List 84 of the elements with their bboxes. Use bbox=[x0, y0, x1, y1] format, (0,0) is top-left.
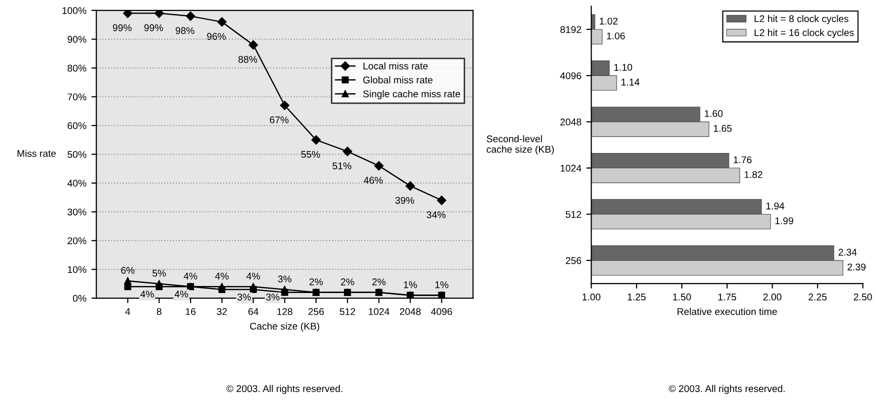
x-tick-label: 32 bbox=[216, 308, 227, 316]
data-label: 96% bbox=[207, 32, 226, 40]
data-label: 55% bbox=[301, 150, 320, 158]
data-label: 1.06 bbox=[607, 32, 625, 40]
y-tick-label: 256 bbox=[566, 257, 582, 264]
x-tick-label: 2048 bbox=[400, 308, 421, 316]
x-tick-label: 1.50 bbox=[673, 294, 691, 300]
x-tick-label: 8 bbox=[156, 308, 162, 316]
x-tick-label: 16 bbox=[186, 308, 196, 316]
data-label: 39% bbox=[395, 196, 414, 204]
data-label: 1.14 bbox=[622, 78, 640, 86]
y-axis-title: Miss rate bbox=[18, 150, 56, 157]
data-label: 1.10 bbox=[614, 64, 632, 71]
data-label: 3% bbox=[266, 294, 280, 300]
text: © 2003. All rights reserved. bbox=[668, 384, 785, 394]
data-label: 67% bbox=[270, 116, 289, 124]
data-label: 3% bbox=[278, 276, 292, 282]
y-tick-label: 60% bbox=[68, 122, 86, 130]
data-label: 88% bbox=[238, 56, 258, 63]
x-tick-label: 1024 bbox=[368, 308, 390, 316]
data-label: 1.60 bbox=[704, 110, 723, 118]
data-label: 1% bbox=[435, 281, 448, 288]
y-tick-label: 4096 bbox=[560, 72, 582, 80]
y-tick-label: 10% bbox=[68, 266, 86, 273]
text: © 2003. All rights reserved. bbox=[226, 384, 342, 394]
y-tick-label: 50% bbox=[68, 151, 86, 158]
x-tick-label: 64 bbox=[248, 308, 258, 316]
data-label: 99% bbox=[144, 24, 163, 32]
data-label: 4% bbox=[184, 272, 198, 280]
y-tick-label: 70% bbox=[68, 93, 86, 100]
x-tick-label: 2.00 bbox=[763, 294, 782, 300]
data-label: 1.02 bbox=[600, 18, 618, 25]
legend-label: Local miss rate bbox=[364, 62, 428, 70]
x-tick-label: 512 bbox=[340, 308, 356, 316]
data-label: 2% bbox=[340, 278, 354, 286]
data-label: 1% bbox=[404, 281, 417, 288]
legend-label: L2 hit = 8 clock cycles bbox=[754, 15, 848, 24]
y-tick-label: 0% bbox=[72, 294, 86, 302]
x-axis-title: Cache size (KB) bbox=[250, 322, 320, 332]
data-label: 51% bbox=[332, 162, 352, 170]
data-label: 6% bbox=[121, 266, 134, 274]
data-label: 4% bbox=[140, 290, 154, 298]
data-label: 34% bbox=[426, 211, 446, 218]
x-tick-label: 1.25 bbox=[628, 294, 646, 300]
data-label: 2.34 bbox=[838, 248, 857, 256]
y-tick-label: 1024 bbox=[560, 164, 582, 172]
data-label: 2% bbox=[372, 278, 386, 286]
y-tick-label: 90% bbox=[68, 36, 86, 43]
x-tick-label: 256 bbox=[308, 308, 324, 316]
x-tick-label: 1.75 bbox=[718, 294, 736, 300]
data-label: 1.76 bbox=[734, 156, 752, 164]
data-label: 4% bbox=[215, 272, 229, 280]
data-label: 3% bbox=[237, 294, 251, 300]
x-axis-title: Relative execution time bbox=[678, 308, 777, 316]
y-tick-label: 20% bbox=[68, 237, 86, 244]
data-label: 4% bbox=[246, 272, 260, 280]
x-tick-label: 2.25 bbox=[808, 294, 827, 300]
legend-label: L2 hit = 16 clock cycles bbox=[754, 28, 854, 38]
y-tick-label: 8192 bbox=[560, 26, 582, 33]
data-label: 2% bbox=[310, 278, 323, 286]
data-label: 1.99 bbox=[775, 217, 794, 224]
data-label: 1.94 bbox=[766, 202, 784, 210]
data-label: 46% bbox=[364, 176, 383, 184]
x-tick-label: 2.50 bbox=[854, 294, 872, 300]
y-tick-label: 2048 bbox=[560, 118, 582, 126]
x-tick-label: 4 bbox=[125, 308, 130, 315]
data-label: 2.39 bbox=[848, 264, 866, 270]
y-tick-label: 512 bbox=[566, 210, 582, 218]
x-tick-label: 128 bbox=[277, 308, 292, 316]
data-label: 98% bbox=[176, 27, 194, 34]
y-tick-label: 80% bbox=[68, 64, 86, 72]
legend-label: Single cache miss rate bbox=[363, 90, 460, 100]
data-label: 4% bbox=[174, 290, 188, 298]
legend-label: Global miss rate bbox=[363, 76, 433, 84]
y-tick-label: 40% bbox=[67, 180, 86, 187]
data-label: 99% bbox=[112, 24, 132, 32]
x-tick-label: 4096 bbox=[431, 308, 452, 316]
y-axis-title: Second-level cache size (KB) bbox=[486, 135, 554, 155]
data-label: 1.65 bbox=[714, 124, 732, 132]
y-tick-label: 100% bbox=[62, 7, 86, 14]
data-label: 5% bbox=[152, 270, 166, 277]
data-label: 1.82 bbox=[744, 171, 762, 178]
y-tick-label: 30% bbox=[68, 208, 86, 216]
x-tick-label: 1.00 bbox=[582, 294, 600, 300]
